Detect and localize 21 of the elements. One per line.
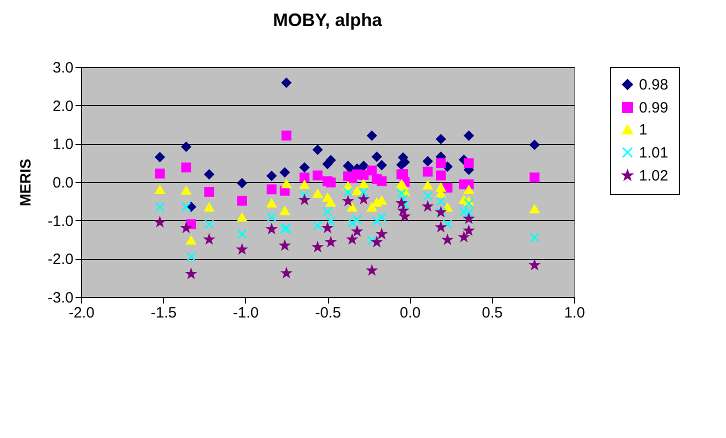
legend-label: 0.99: [639, 100, 668, 116]
legend-label: 1.02: [639, 168, 668, 184]
x-tick-label: 0.5: [482, 304, 503, 322]
chart-title: MOBY, alpha: [272, 10, 383, 30]
y-tick-label: 0.0: [52, 174, 74, 192]
y-axis-title: MERIS: [18, 158, 35, 206]
y-tick-label: 2.0: [52, 98, 74, 115]
y-tick-label: -1.0: [48, 212, 74, 230]
y-tick-label: -2.0: [48, 251, 74, 268]
x-tick-label: -1.5: [150, 304, 177, 322]
x-tick-label: 0.0: [400, 304, 421, 322]
y-tick-label: 3.0: [52, 60, 74, 76]
y-tick-label: -3.0: [48, 290, 74, 306]
x-tick-label: 1.0: [564, 304, 585, 322]
x-tick-label: -2.0: [68, 304, 94, 322]
x-tick-label: -0.5: [315, 304, 341, 322]
y-tick-label: 1.0: [52, 136, 74, 154]
legend-label: 0.98: [639, 76, 668, 94]
legend-label: 1: [639, 122, 648, 138]
legend-label: 1.01: [639, 144, 668, 162]
x-tick-label: -1.0: [232, 304, 259, 322]
